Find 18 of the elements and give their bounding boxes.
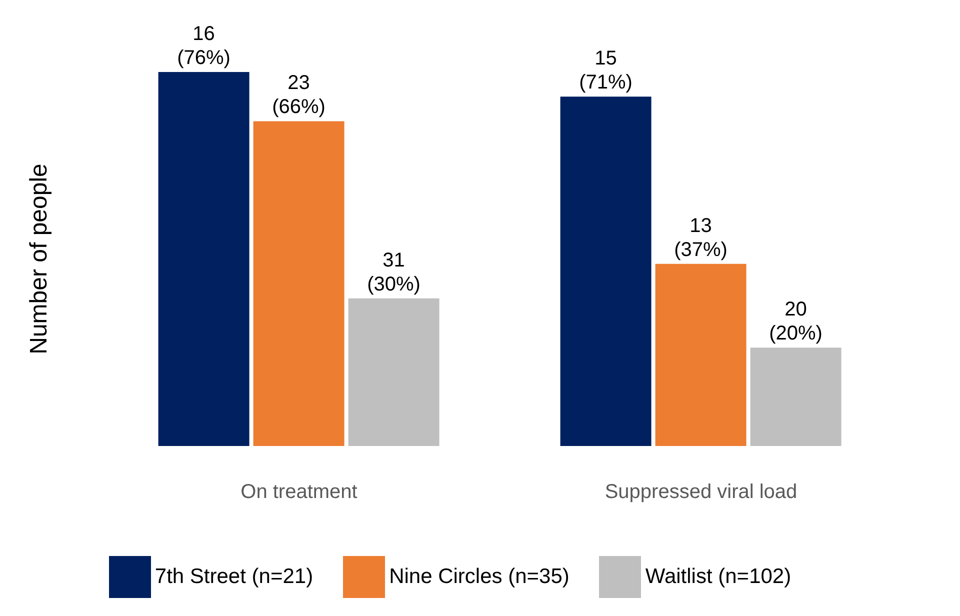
- legend-label: Nine Circles (n=35): [389, 564, 570, 588]
- legend-label: Waitlist (n=102): [645, 564, 792, 588]
- legend-label: 7th Street (n=21): [154, 564, 314, 588]
- bar: [750, 348, 842, 446]
- data-label: 16 (76%): [177, 23, 230, 69]
- data-label: 20 (20%): [769, 298, 822, 345]
- data-label: 13 (37%): [674, 214, 728, 261]
- data-label: 31 (30%): [367, 249, 420, 296]
- bar: [560, 96, 652, 446]
- bar: [348, 298, 440, 446]
- bar: [158, 72, 250, 446]
- x-tick-label: On treatment: [240, 481, 358, 504]
- y-axis-title: Number of people: [26, 164, 53, 354]
- bar: [253, 121, 344, 446]
- data-label: 23 (66%): [272, 72, 326, 118]
- bar: [655, 264, 746, 446]
- x-tick-label: Suppressed viral load: [604, 481, 798, 504]
- data-label: 15 (71%): [579, 48, 632, 94]
